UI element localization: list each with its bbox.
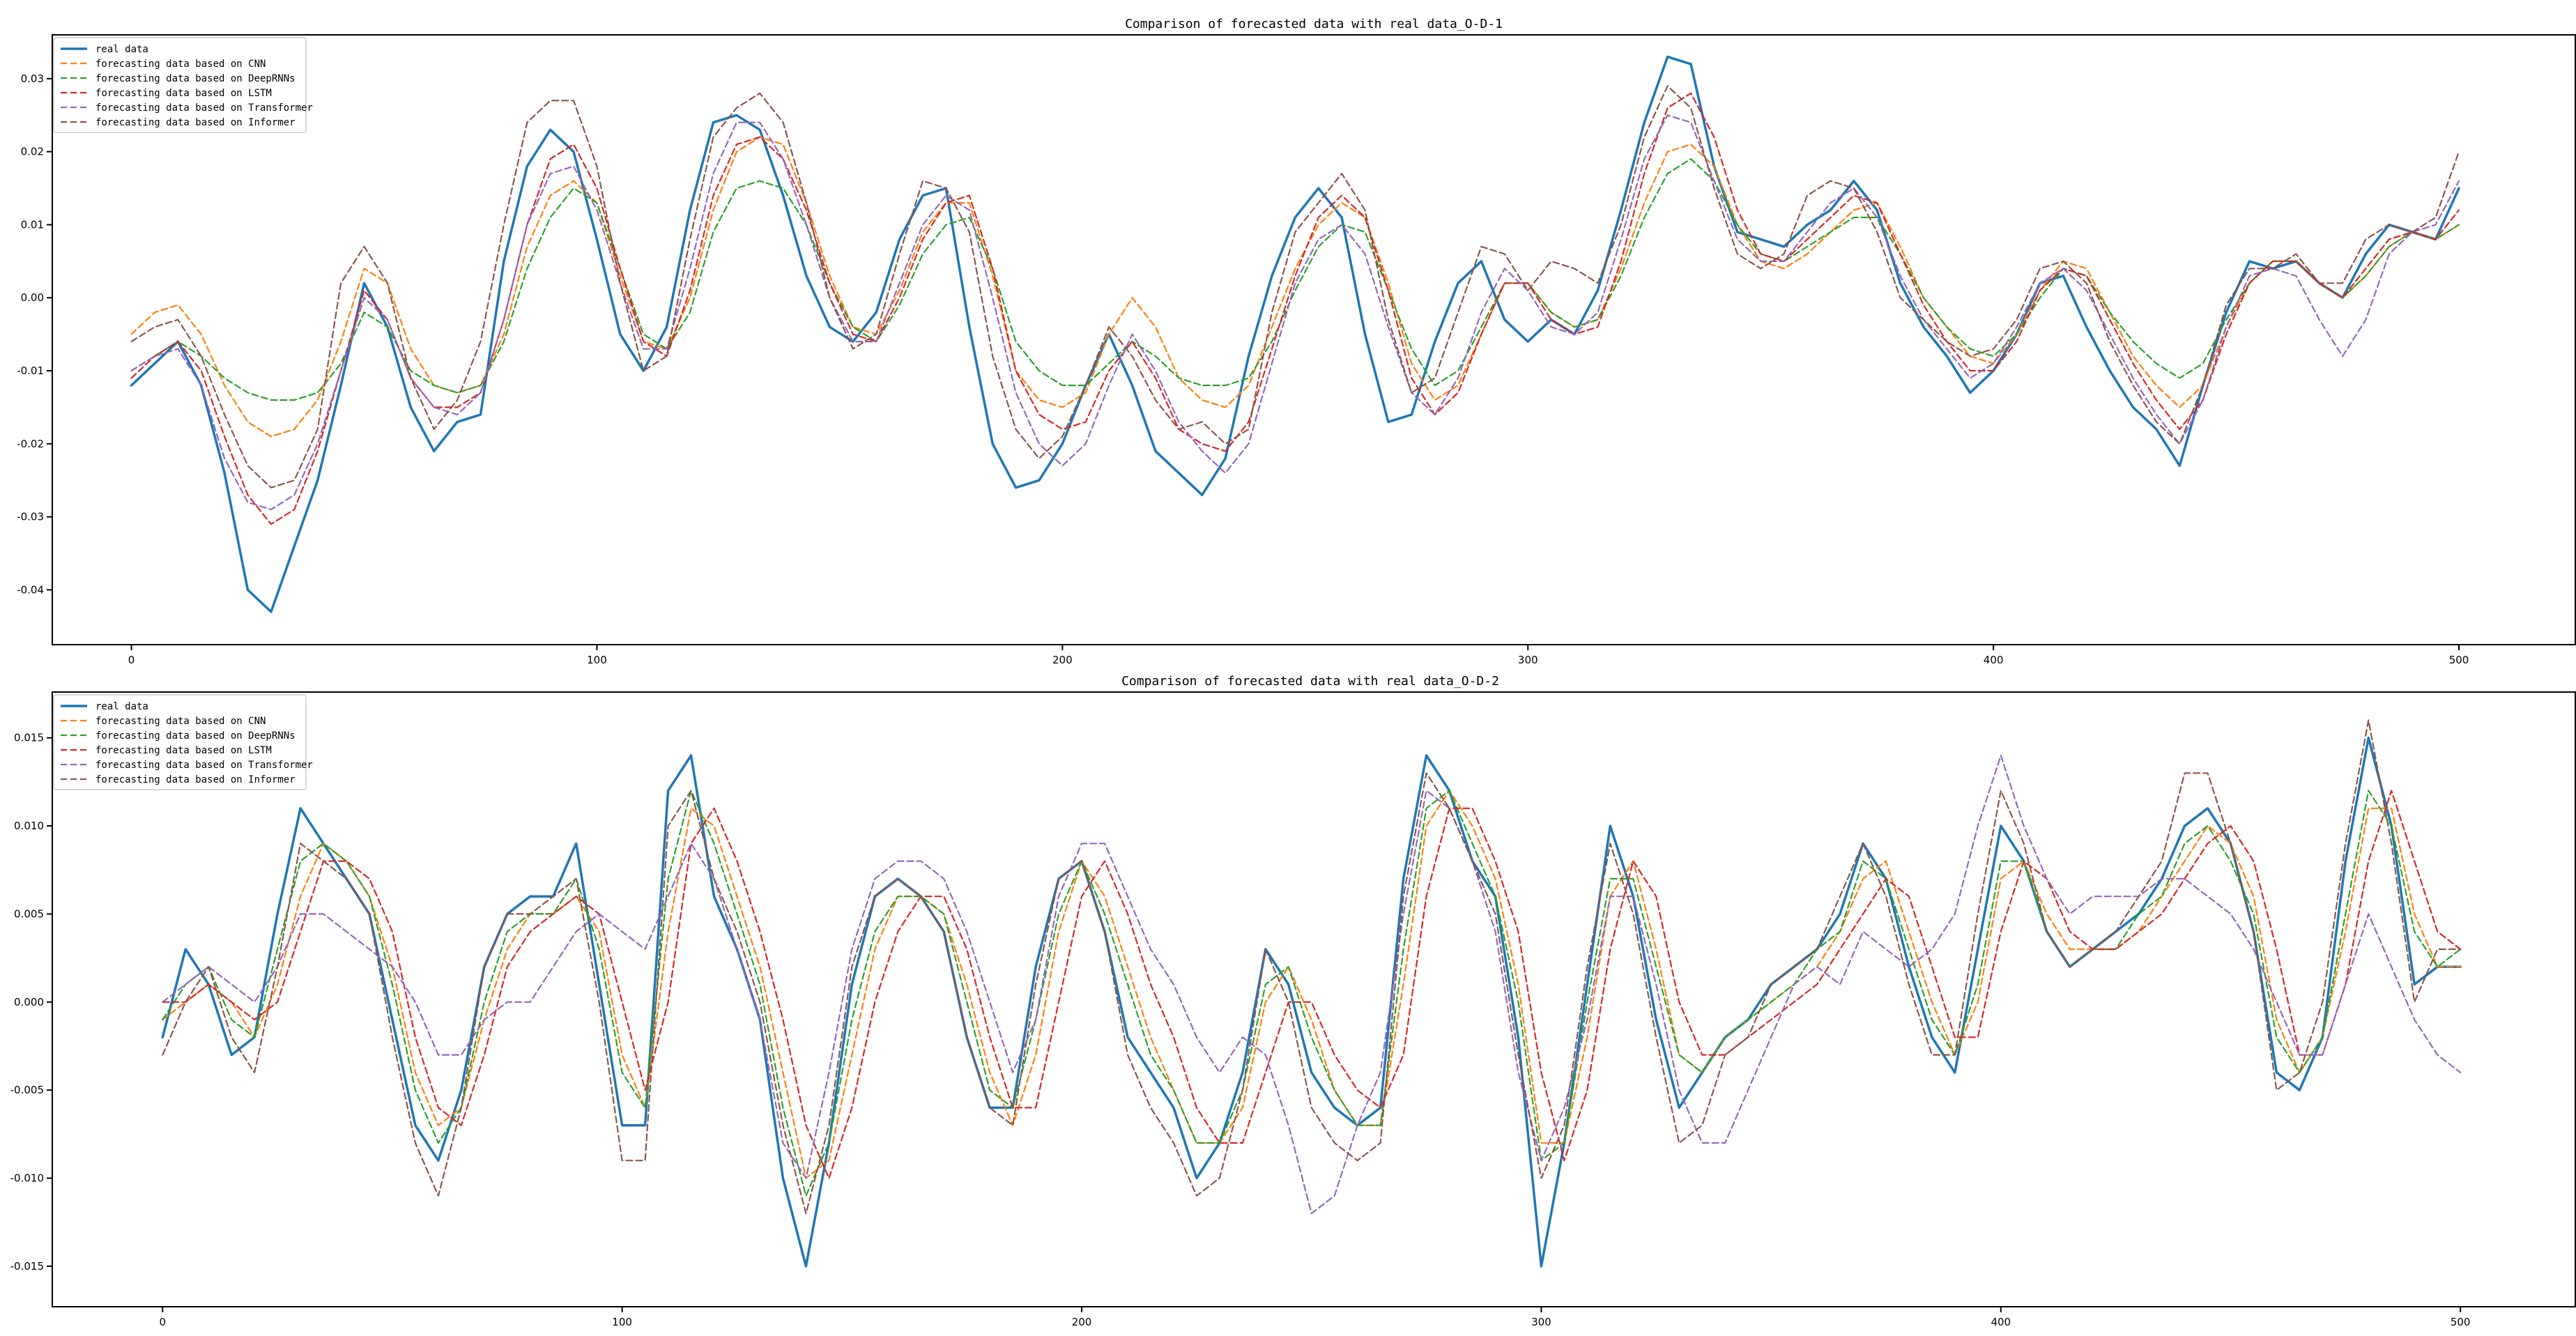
legend-label-deeprnn: forecasting data based on DeepRNNs [95,73,296,84]
legend-label-transformer: forecasting data based on Transformer [95,760,313,771]
series-line-transformer [130,114,2460,511]
axis-ticks: 0 100 200 300 400 500 -0.015 -0.010 -0.005 0.000 0… [10,732,2471,1328]
legend-box [53,37,307,133]
y-tick-label: 0.015 [14,732,44,744]
chart-panel-2: Comparison of forecasted data with real … [10,674,2576,1328]
x-tick-label: 200 [1072,1316,1092,1328]
series-line-lstm [162,790,2462,1179]
y-tick-label: 0.01 [21,218,44,231]
series-lines [130,55,2460,613]
series-line-real [130,55,2460,613]
y-tick-label: -0.01 [17,364,44,377]
chart-title: Comparison of forecasted data with real … [1125,17,1503,31]
x-tick-label: 100 [612,1316,632,1328]
y-tick-label: 0.010 [14,820,44,832]
legend-label-lstm: forecasting data based on LSTM [95,745,272,756]
legend-box [53,694,307,790]
x-tick-label: 500 [2451,1316,2471,1328]
axis-ticks: 0 100 200 300 400 500 -0.04 -0.03 -0.02 -0.01 0.00… [17,72,2469,666]
series-line-informer [130,85,2460,489]
x-tick-label: 100 [587,654,607,666]
y-tick-label: -0.015 [10,1260,44,1273]
chart-title: Comparison of forecasted data with real … [1121,674,1499,689]
y-tick-label: -0.02 [17,438,44,450]
series-lines [161,719,2462,1268]
y-tick-label: 0.02 [21,146,44,158]
y-tick-label: -0.04 [17,583,44,596]
series-line-transformer [162,754,2462,1215]
y-tick-label: 0.03 [21,72,44,85]
x-tick-label: 0 [159,1316,166,1328]
legend-label-cnn: forecasting data based on CNN [95,59,266,70]
series-line-cnn [162,790,2462,1179]
chart-panel-1: Comparison of forecasted data with real … [17,17,2576,666]
y-tick-label: -0.03 [17,511,44,523]
x-tick-label: 0 [128,654,135,666]
legend: real data forecasting data based on CNN fo… [53,37,313,133]
y-tick-label: -0.005 [10,1084,44,1096]
legend-label-informer: forecasting data based on Informer [95,774,296,785]
x-tick-label: 400 [1991,1316,2011,1328]
legend-label-deeprnn: forecasting data based on DeepRNNs [95,730,296,742]
legend-label-real: real data [95,44,148,55]
x-tick-label: 300 [1518,654,1538,666]
axes-frame [52,34,2576,645]
legend-label-real: real data [95,701,148,712]
legend-label-cnn: forecasting data based on CNN [95,716,266,727]
series-line-informer [162,719,2462,1215]
series-line-cnn [130,136,2460,438]
y-tick-label: -0.010 [10,1172,44,1185]
x-tick-label: 200 [1052,654,1073,666]
y-tick-label: 0.00 [21,291,44,304]
x-tick-label: 500 [2449,654,2469,666]
legend-label-transformer: forecasting data based on Transformer [95,102,313,114]
axes-frame [52,691,2576,1307]
y-tick-label: 0.005 [14,907,44,920]
y-tick-label: 0.000 [14,996,44,1008]
legend-label-informer: forecasting data based on Informer [95,117,296,128]
legend-label-lstm: forecasting data based on LSTM [95,88,272,99]
legend: real data forecasting data based on CNN fo… [53,694,313,790]
x-tick-label: 400 [1984,654,2004,666]
x-tick-label: 300 [1531,1316,1551,1328]
